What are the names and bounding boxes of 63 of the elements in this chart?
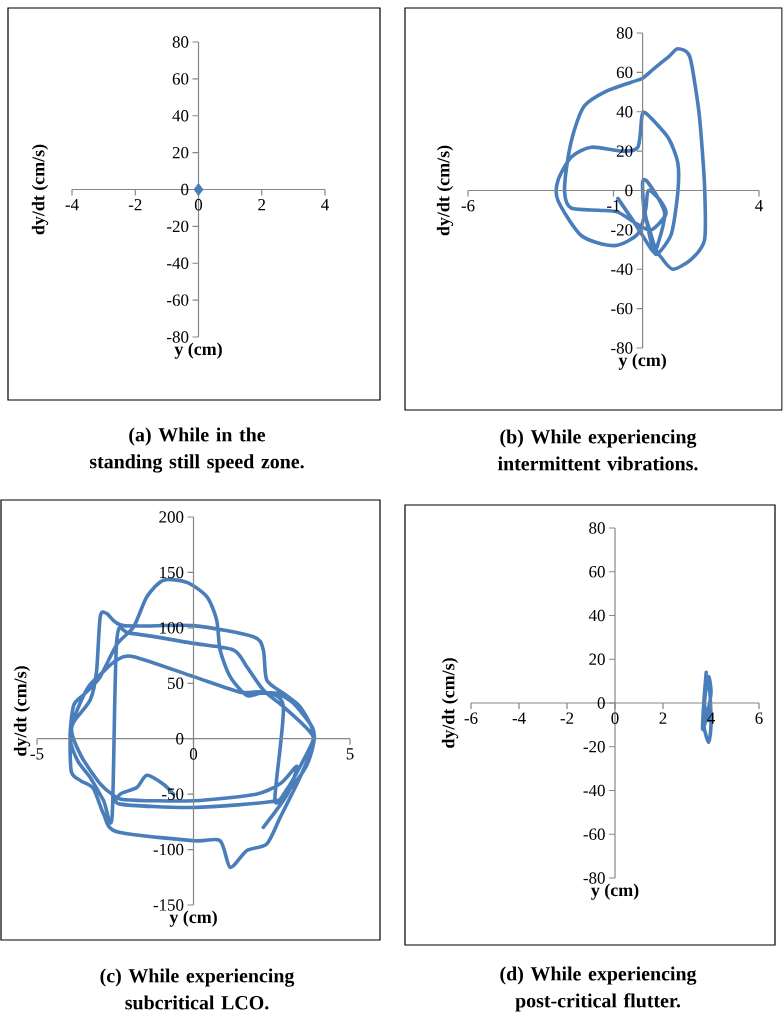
y-tick-label: 40 (616, 106, 633, 118)
x-tick-label: -4 (512, 712, 526, 724)
y-tick-label: 200 (159, 511, 184, 523)
y-tick-label: -50 (162, 788, 184, 800)
x-tick-label: -6 (464, 712, 478, 724)
y-tick-label: 40 (589, 609, 606, 622)
text: (c) While experiencing subcritical LCO. (100, 968, 295, 1010)
y-tick-label: -20 (611, 224, 633, 236)
x-axis-title: y (cm) (169, 910, 218, 927)
x-tick-label: 5 (346, 748, 354, 760)
x-tick-label: -2 (560, 712, 574, 724)
y-tick-label: -80 (167, 331, 189, 343)
y-tick-label: 60 (617, 66, 633, 79)
x-tick-label: -6 (461, 200, 475, 212)
y-tick-label: 80 (616, 27, 633, 39)
x-axis-title: y (cm) (591, 883, 639, 900)
y-tick-label: -60 (611, 302, 633, 315)
y-tick-label: -100 (153, 843, 184, 856)
y-axis-title: dy/dt (cm/s) (32, 144, 49, 235)
y-tick-label: 60 (172, 73, 189, 85)
x-tick-label: -2 (129, 199, 142, 211)
text: (b) While experiencing intermittent vibrations. (498, 429, 698, 471)
y-axis-title: dy/dt (cm/s) (14, 666, 31, 756)
line-series (700, 670, 714, 745)
line-series (68, 578, 316, 870)
y-tick-label: -40 (611, 263, 633, 275)
x-tick-label: -5 (30, 748, 44, 760)
x-tick-label: 2 (659, 712, 667, 724)
text: (a) While in the standing still speed zone. (90, 427, 304, 473)
x-tick-label: -1 (607, 200, 620, 212)
x-axis-title: y (cm) (618, 353, 667, 370)
y-tick-label: 150 (160, 566, 184, 579)
y-tick-label: 0 (181, 183, 189, 196)
y-tick-label: -40 (583, 784, 606, 797)
y-tick-label: 0 (597, 697, 606, 709)
y-tick-label: -60 (583, 828, 606, 840)
y-tick-label: -20 (583, 741, 606, 753)
y-tick-label: 60 (589, 566, 606, 578)
y-tick-label: 0 (625, 184, 633, 197)
text: (d) While experiencing post-critical flutter. (500, 966, 697, 1012)
y-tick-label: 20 (172, 146, 189, 159)
y-tick-label: -20 (167, 220, 189, 233)
y-axis-title: dy/dt (cm/s) (442, 658, 459, 748)
y-tick-label: 20 (589, 653, 606, 665)
x-tick-label: 4 (321, 199, 330, 211)
y-tick-label: -60 (167, 294, 189, 306)
x-tick-label: 0 (195, 199, 203, 211)
x-tick-label: 6 (755, 712, 763, 724)
x-tick-label: 4 (755, 200, 764, 212)
x-tick-label: 2 (258, 199, 266, 211)
x-tick-label: -4 (65, 199, 79, 211)
y-tick-label: 80 (172, 36, 189, 48)
y-tick-label: -40 (167, 257, 189, 269)
y-tick-label: 0 (176, 733, 184, 745)
y-tick-label: -80 (611, 342, 633, 354)
y-tick-label: 80 (589, 522, 606, 534)
x-axis-title: y (cm) (174, 342, 223, 359)
y-tick-label: 40 (172, 110, 189, 122)
y-axis-title: dy/dt (cm/s) (437, 145, 454, 236)
x-tick-label: 0 (190, 748, 198, 760)
y-tick-label: 50 (168, 677, 184, 689)
y-tick-label: -80 (583, 872, 606, 884)
y-tick-label: -150 (153, 899, 184, 911)
